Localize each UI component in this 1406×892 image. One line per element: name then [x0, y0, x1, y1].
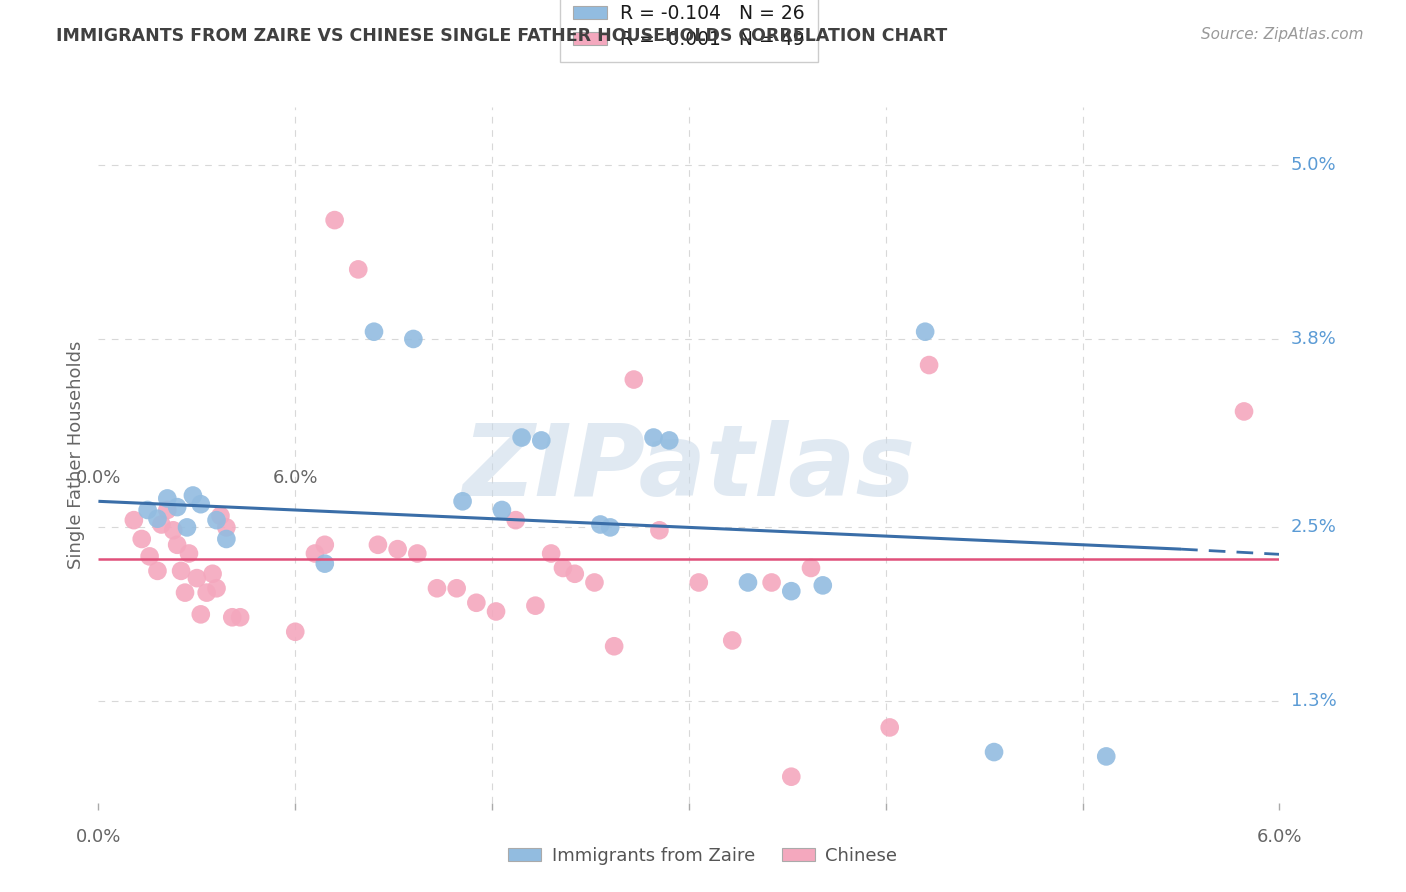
Point: [485, 605, 508, 619]
Point: [524, 599, 547, 613]
Point: [186, 571, 208, 585]
Point: [304, 546, 326, 561]
Point: [530, 434, 553, 448]
Point: [540, 546, 562, 561]
Point: [205, 513, 228, 527]
Legend: Immigrants from Zaire, Chinese: Immigrants from Zaire, Chinese: [502, 840, 904, 872]
Point: [465, 596, 488, 610]
Text: 2.5%: 2.5%: [1291, 518, 1337, 536]
Point: [406, 546, 429, 561]
Point: [387, 542, 409, 557]
Point: [551, 561, 574, 575]
Point: [589, 517, 612, 532]
Y-axis label: Single Father Households: Single Father Households: [66, 341, 84, 569]
Point: [215, 532, 238, 546]
Point: [221, 610, 243, 624]
Point: [402, 332, 425, 346]
Point: [363, 325, 385, 339]
Point: [215, 520, 238, 534]
Text: 6.0%: 6.0%: [273, 469, 318, 487]
Text: 5.0%: 5.0%: [1291, 156, 1336, 174]
Point: [800, 561, 823, 575]
Point: [451, 494, 474, 508]
Point: [150, 517, 173, 532]
Point: [643, 431, 665, 445]
Point: [780, 584, 803, 599]
Text: 3.8%: 3.8%: [1291, 330, 1336, 348]
Point: [229, 610, 252, 624]
Point: [1095, 749, 1118, 764]
Point: [599, 520, 621, 534]
Text: 1.3%: 1.3%: [1291, 692, 1336, 710]
Point: [177, 546, 200, 561]
Point: [914, 325, 936, 339]
Point: [156, 503, 179, 517]
Point: [648, 523, 671, 537]
Point: [347, 262, 370, 277]
Point: [162, 523, 184, 537]
Point: [205, 582, 228, 596]
Point: [176, 520, 198, 534]
Point: [688, 575, 710, 590]
Text: IMMIGRANTS FROM ZAIRE VS CHINESE SINGLE FATHER HOUSEHOLDS CORRELATION CHART: IMMIGRANTS FROM ZAIRE VS CHINESE SINGLE …: [56, 27, 948, 45]
Point: [491, 503, 513, 517]
Point: [170, 564, 193, 578]
Point: [918, 358, 941, 372]
Point: [174, 585, 197, 599]
Point: [737, 575, 759, 590]
Text: 0.0%: 0.0%: [76, 828, 121, 846]
Text: Source: ZipAtlas.com: Source: ZipAtlas.com: [1201, 27, 1364, 42]
Point: [284, 624, 307, 639]
Point: [201, 566, 224, 581]
Text: 6.0%: 6.0%: [1257, 828, 1302, 846]
Point: [146, 564, 169, 578]
Point: [138, 549, 160, 564]
Text: 0.0%: 0.0%: [76, 469, 121, 487]
Point: [603, 639, 626, 653]
Point: [190, 497, 212, 511]
Point: [181, 489, 204, 503]
Point: [367, 538, 389, 552]
Point: [446, 582, 468, 596]
Point: [314, 538, 336, 552]
Point: [811, 578, 834, 592]
Point: [166, 500, 188, 514]
Point: [122, 513, 145, 527]
Point: [146, 511, 169, 525]
Point: [761, 575, 783, 590]
Point: [209, 508, 232, 523]
Point: [879, 721, 901, 735]
Point: [190, 607, 212, 622]
Point: [131, 532, 153, 546]
Point: [983, 745, 1005, 759]
Point: [658, 434, 681, 448]
Point: [505, 513, 527, 527]
Point: [510, 431, 533, 445]
Point: [136, 503, 159, 517]
Legend: R = -0.104   N = 26, R = -0.001   N = 49: R = -0.104 N = 26, R = -0.001 N = 49: [560, 0, 818, 62]
Text: ZIPatlas: ZIPatlas: [463, 420, 915, 517]
Point: [1233, 404, 1256, 418]
Point: [166, 538, 188, 552]
Point: [721, 633, 744, 648]
Point: [426, 582, 449, 596]
Point: [195, 585, 218, 599]
Point: [780, 770, 803, 784]
Point: [623, 373, 645, 387]
Point: [583, 575, 606, 590]
Point: [314, 557, 336, 571]
Point: [323, 213, 346, 227]
Point: [156, 491, 179, 506]
Point: [564, 566, 586, 581]
